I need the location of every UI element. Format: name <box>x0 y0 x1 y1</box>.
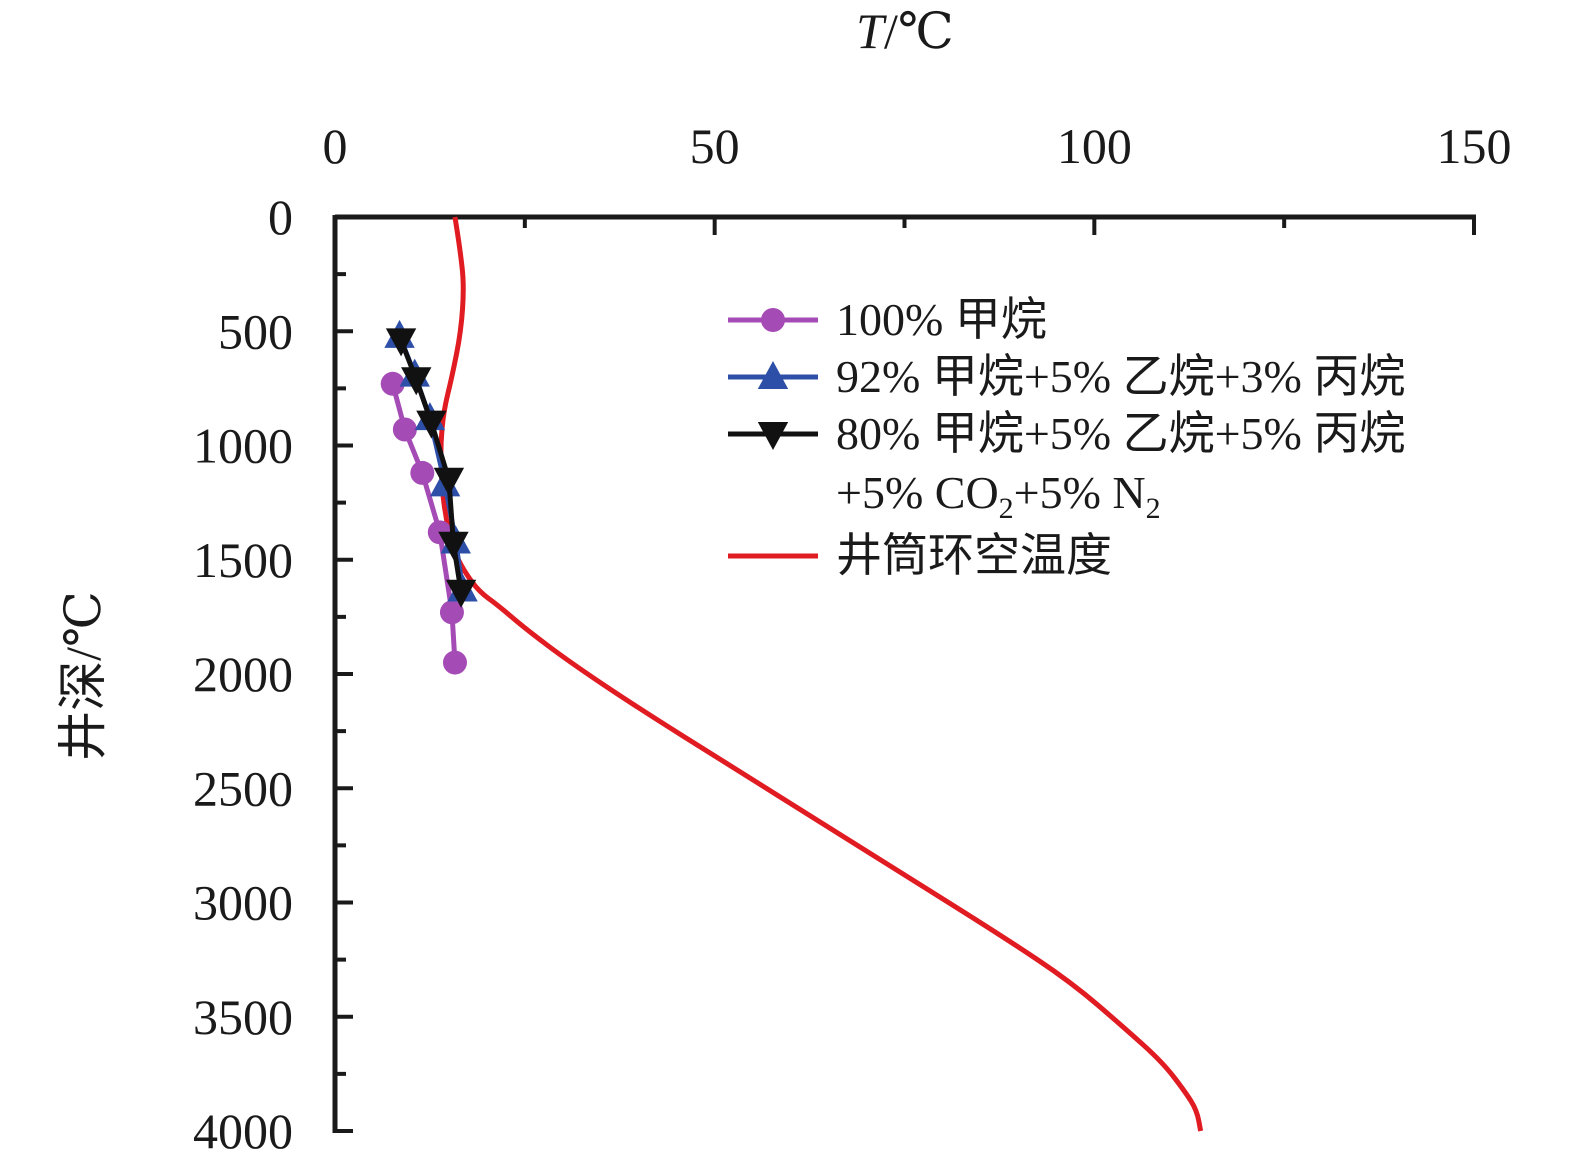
data-point-mix80 <box>445 579 477 608</box>
series-layer <box>380 216 1204 1132</box>
legend: 100% 甲烷 92% 甲烷+5% 乙烷+3% 丙烷 80% 甲烷+5% 乙烷+… <box>728 294 1405 581</box>
y-tick-label: 500 <box>218 303 293 359</box>
legend-marker-methane <box>761 308 785 332</box>
y-ticks: 0 500 1000 1500 2000 2500 3000 3500 4000 <box>193 189 353 1159</box>
data-point-mix80 <box>438 531 469 560</box>
legend-label-annulus: 井筒环空温度 <box>836 530 1112 581</box>
x-tick-label: 50 <box>690 118 740 174</box>
data-point-methane <box>380 371 405 396</box>
series-annulus <box>438 216 1204 1132</box>
data-point-methane <box>410 460 435 485</box>
x-tick-label: 150 <box>1437 118 1512 174</box>
data-point-mix80 <box>385 328 417 357</box>
legend-label-methane: 100% 甲烷 <box>836 294 1047 345</box>
legend-marker-mix80 <box>757 422 789 450</box>
y-tick-label: 0 <box>268 189 293 245</box>
x-ticks: 0 50 100 150 <box>323 118 1512 235</box>
x-tick-label: 100 <box>1057 118 1132 174</box>
legend-item-annulus: 井筒环空温度 <box>728 530 1112 581</box>
legend-label-mix80-line1: 80% 甲烷+5% 乙烷+5% 丙烷 <box>836 408 1405 459</box>
legend-mix80-n-sub: 2 <box>1146 492 1161 525</box>
data-point-mix80 <box>433 467 465 496</box>
y-tick-label: 2500 <box>193 760 293 816</box>
x-axis-title-unit: /℃ <box>884 3 954 59</box>
legend-label-mix80-line2: +5% CO2+5% N2 <box>836 467 1161 525</box>
x-axis-title: T/℃ <box>856 3 954 59</box>
data-point-methane <box>439 600 464 625</box>
series-line-annulus <box>438 216 1204 1132</box>
legend-item-methane: 100% 甲烷 <box>728 294 1047 345</box>
legend-marker-mix92 <box>757 361 789 389</box>
y-tick-label: 3500 <box>193 989 293 1045</box>
y-tick-label: 4000 <box>193 1103 293 1159</box>
y-axis-title: 井深/℃ <box>55 591 111 761</box>
x-tick-label: 0 <box>323 118 348 174</box>
series-methane <box>380 371 467 675</box>
data-point-mix80 <box>416 410 447 439</box>
x-axis-title-symbol: T <box>856 3 887 59</box>
data-point-methane <box>392 417 417 442</box>
series-mix80 <box>385 328 477 608</box>
data-point-mix80 <box>401 367 432 396</box>
legend-mix80-n: +5% N <box>1014 467 1146 518</box>
y-tick-label: 1000 <box>193 418 293 474</box>
legend-label-mix92: 92% 甲烷+5% 乙烷+3% 丙烷 <box>836 351 1405 402</box>
legend-mix80-co: +5% CO <box>836 467 999 518</box>
y-tick-label: 3000 <box>193 875 293 931</box>
y-tick-label: 2000 <box>193 646 293 702</box>
legend-mix80-co-sub: 2 <box>999 492 1014 525</box>
legend-item-mix80: 80% 甲烷+5% 乙烷+5% 丙烷 +5% CO2+5% N2 <box>728 408 1405 525</box>
data-point-methane <box>442 650 467 675</box>
legend-item-mix92: 92% 甲烷+5% 乙烷+3% 丙烷 <box>728 351 1405 402</box>
series-mix92 <box>384 319 478 602</box>
y-tick-label: 1500 <box>193 532 293 588</box>
